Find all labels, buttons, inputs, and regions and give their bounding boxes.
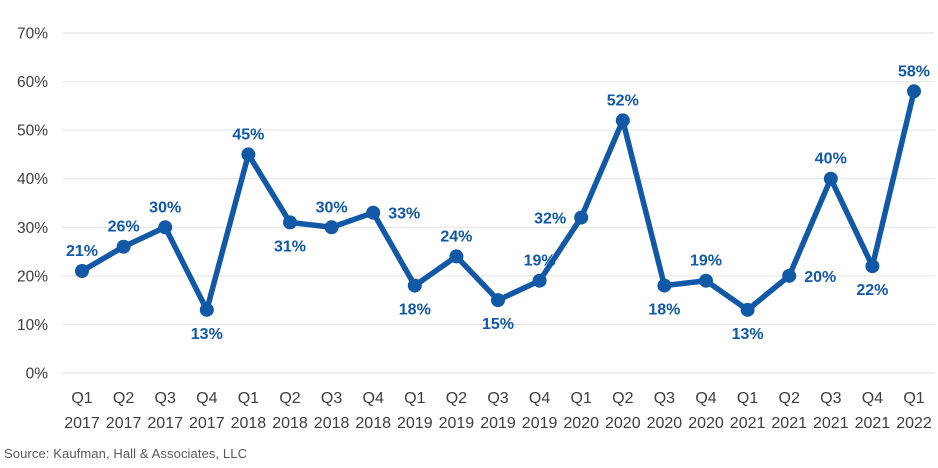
data-point xyxy=(241,147,256,162)
x-tick-label: Q2 2017 xyxy=(106,390,142,432)
x-tick-label: Q3 2017 xyxy=(147,390,183,432)
x-tick-label: Q2 2021 xyxy=(771,390,807,432)
x-tick-label: Q3 2021 xyxy=(813,390,849,432)
data-label: 24% xyxy=(440,228,472,245)
x-tick-label: Q4 2020 xyxy=(688,390,724,432)
y-tick-label: 50% xyxy=(17,123,48,140)
y-tick-label: 40% xyxy=(17,171,48,188)
data-point xyxy=(449,249,464,264)
data-point xyxy=(740,302,755,317)
y-tick-label: 20% xyxy=(17,268,48,285)
data-label: 58% xyxy=(898,63,930,80)
data-label: 45% xyxy=(232,126,264,143)
chart-source: Source: Kaufman, Hall & Associates, LLC xyxy=(4,446,248,461)
data-label: 18% xyxy=(648,302,680,319)
data-point xyxy=(865,259,880,274)
data-point xyxy=(199,302,214,317)
data-point xyxy=(782,268,797,283)
data-label: 13% xyxy=(732,326,764,343)
x-tick-label: Q4 2019 xyxy=(522,390,558,432)
x-tick-label: Q3 2018 xyxy=(314,390,350,432)
data-label: 20% xyxy=(804,269,836,286)
data-label: 33% xyxy=(388,206,420,223)
x-tick-label: Q3 2020 xyxy=(647,390,683,432)
data-label: 19% xyxy=(690,253,722,270)
x-tick-label: Q2 2019 xyxy=(439,390,475,432)
data-label: 13% xyxy=(191,326,223,343)
data-point xyxy=(75,264,89,278)
data-label: 18% xyxy=(399,302,431,319)
x-tick-label: Q1 2020 xyxy=(563,390,599,432)
x-tick-label: Q2 2020 xyxy=(605,390,641,432)
x-tick-label: Q3 2019 xyxy=(480,390,516,432)
x-tick-label: Q2 2018 xyxy=(272,390,308,432)
data-label: 19% xyxy=(524,253,556,270)
x-tick-label: Q4 2018 xyxy=(355,390,391,432)
data-point xyxy=(407,278,422,293)
data-point xyxy=(324,220,339,235)
data-label: 52% xyxy=(607,92,639,109)
data-label: 32% xyxy=(534,211,566,228)
data-label: 22% xyxy=(856,282,888,299)
data-labels: 21% 26% 30% 13% 45% 31% 30% 33% 18% 24% 15% 19% 32% 5… xyxy=(66,63,930,343)
data-points xyxy=(75,84,921,317)
y-tick-label: 0% xyxy=(26,366,49,383)
data-label: 31% xyxy=(274,238,306,255)
data-point xyxy=(283,215,297,230)
y-axis-tick-labels: 0% 10% 20% 30% 40% 50% 60% 70% xyxy=(17,26,48,383)
x-tick-label: Q1 2021 xyxy=(730,390,766,432)
y-tick-label: 70% xyxy=(17,26,48,43)
data-label: 26% xyxy=(108,219,140,236)
x-tick-label: Q4 2021 xyxy=(855,390,891,432)
x-tick-label: Q1 2018 xyxy=(231,390,267,432)
data-point xyxy=(116,239,131,254)
x-tick-label: Q1 2019 xyxy=(397,390,433,432)
x-tick-label: Q1 2022 xyxy=(896,390,932,432)
data-point xyxy=(823,171,838,186)
data-point xyxy=(158,220,173,235)
data-label: 15% xyxy=(482,316,514,333)
data-point xyxy=(907,84,921,99)
data-point xyxy=(366,205,381,220)
data-point xyxy=(532,273,547,288)
data-point xyxy=(491,293,505,308)
y-tick-label: 30% xyxy=(17,220,48,237)
data-point xyxy=(615,113,630,128)
data-label: 30% xyxy=(149,199,181,216)
x-tick-label: Q4 2017 xyxy=(189,390,225,432)
data-label: 21% xyxy=(66,243,98,260)
x-tick-label: Q1 2017 xyxy=(64,390,100,432)
data-point xyxy=(657,278,672,293)
data-point xyxy=(699,273,713,288)
data-label: 30% xyxy=(316,199,348,216)
gridlines xyxy=(62,32,935,374)
data-label: 40% xyxy=(815,151,847,168)
y-tick-label: 60% xyxy=(17,74,48,91)
chart-canvas: 0% 10% 20% 30% 40% 50% 60% 70% 21% 26% 30% 13% 45% 31… xyxy=(17,26,935,432)
y-tick-label: 10% xyxy=(17,317,48,334)
data-point xyxy=(574,210,589,225)
